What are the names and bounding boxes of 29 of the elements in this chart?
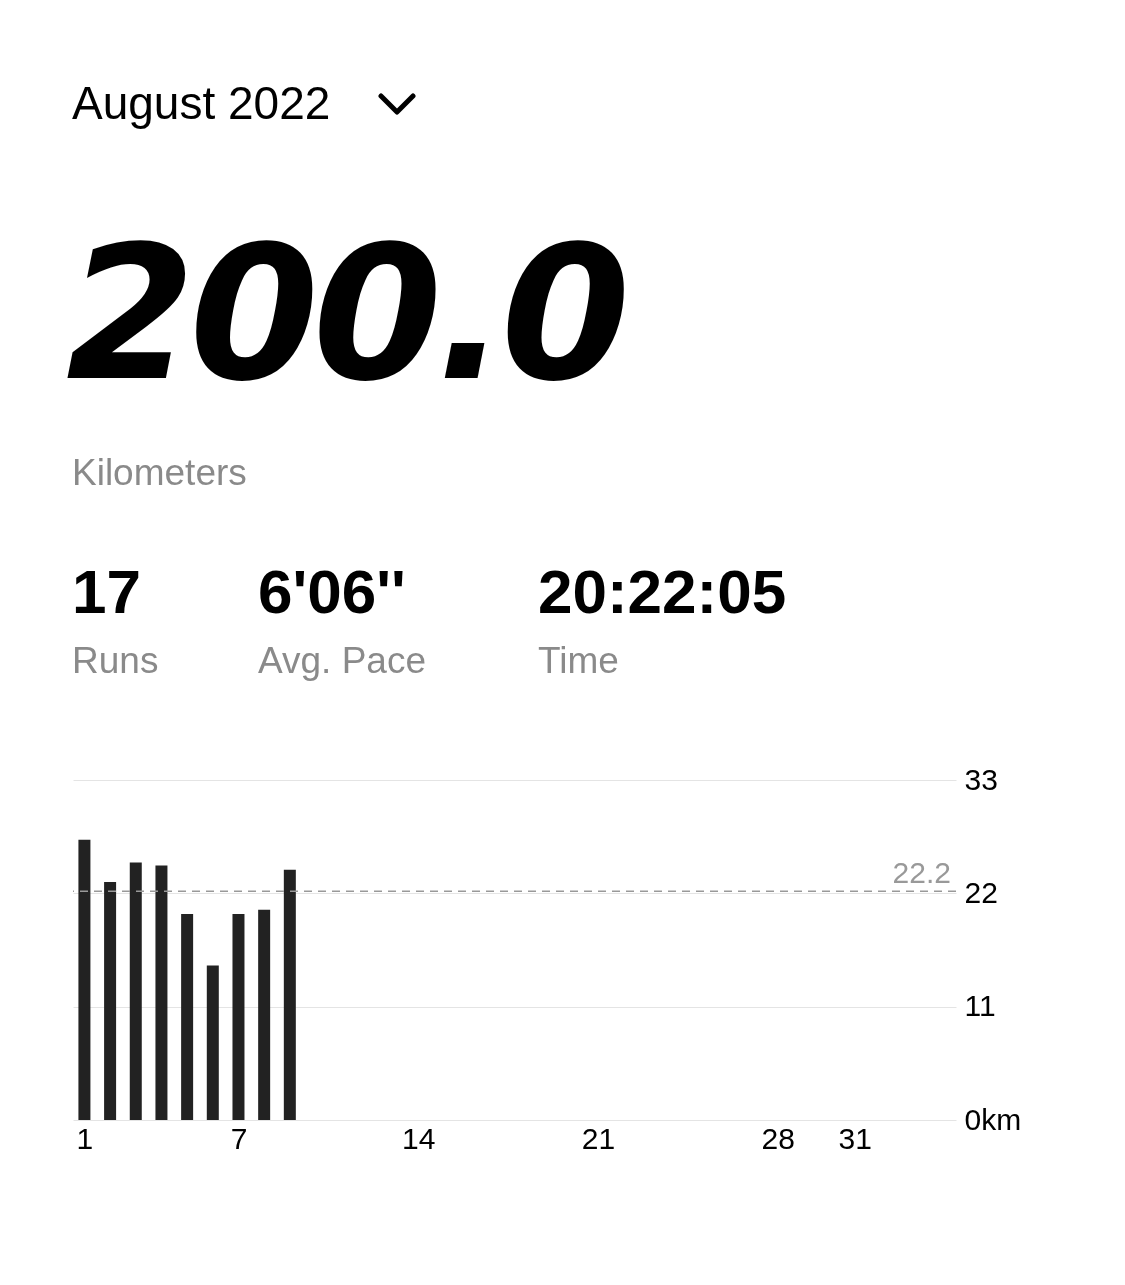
y-tick-label: 22 <box>964 875 998 909</box>
chart-title: August 2022 <box>72 76 331 130</box>
text: 17 <box>72 556 141 627</box>
bar <box>129 862 142 1120</box>
text: Runs <box>72 640 159 682</box>
text: Avg. Pace <box>258 640 426 682</box>
ref-line-label: 22.2 <box>892 856 951 890</box>
x-tick-label: 14 <box>402 1121 436 1155</box>
bar <box>78 839 91 1120</box>
bar <box>232 913 245 1120</box>
bar <box>155 865 168 1120</box>
text: Kilometers <box>72 452 247 494</box>
bar <box>206 965 219 1120</box>
text: 20:22:05 <box>538 556 787 627</box>
bar <box>283 869 296 1120</box>
bar <box>258 909 271 1120</box>
x-tick-label: 1 <box>76 1121 94 1155</box>
x-tick-label: 28 <box>761 1121 795 1155</box>
text: 6'06'' <box>258 556 406 627</box>
x-tick-label: 31 <box>838 1121 872 1155</box>
text: 200.0 <box>66 205 625 422</box>
x-tick-label: 7 <box>230 1121 248 1155</box>
bar <box>181 913 194 1120</box>
y-tick-label: 33 <box>964 762 998 796</box>
text: Time <box>538 640 619 682</box>
x-tick-label: 21 <box>581 1121 616 1155</box>
y-tick-label: 0km <box>964 1102 1022 1136</box>
y-tick-label: 11 <box>964 989 996 1023</box>
bar <box>104 882 117 1120</box>
